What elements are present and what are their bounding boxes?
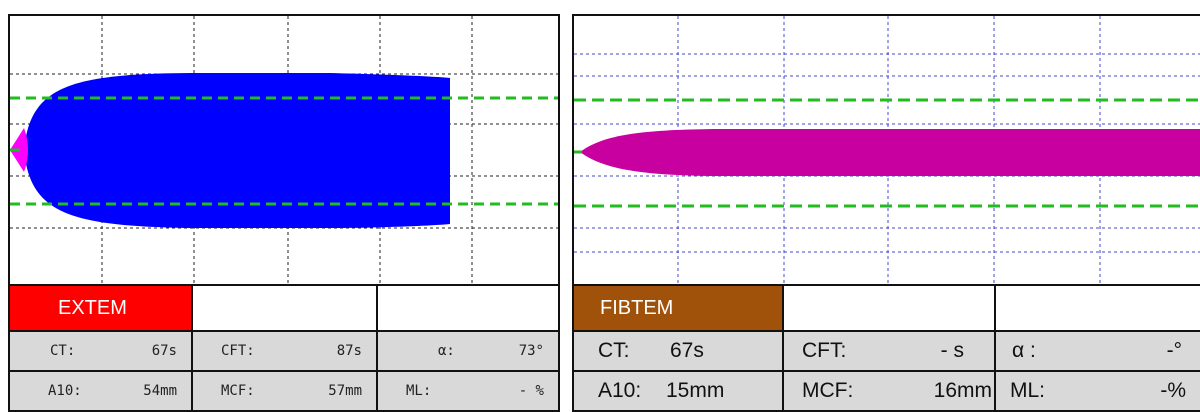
extem-blank-cell-1 — [193, 284, 378, 330]
extem-test-name: EXTEM — [10, 286, 191, 330]
fibtem-clot-trace — [580, 129, 1200, 176]
extem-cft-value: 87s — [336, 343, 362, 359]
extem-panel: EXTEM CT: 67s CFT: 87s α: 73° A10: 54mm — [8, 14, 560, 412]
extem-a10-value: 54mm — [143, 383, 177, 399]
fibtem-a10-value: 15mm — [666, 379, 725, 402]
fibtem-trace-graph — [574, 16, 1200, 286]
extem-ml-cell: ML: - % — [378, 370, 558, 410]
fibtem-blank-cell-1 — [784, 284, 996, 330]
fibtem-alpha-cell: α : -° — [996, 330, 1200, 370]
extem-title-cell: EXTEM — [10, 284, 193, 330]
fibtem-ml-value: -% — [1160, 379, 1186, 402]
extem-a10-cell: A10: 54mm — [10, 370, 193, 410]
extem-alpha-value: 73° — [518, 343, 544, 359]
fibtem-alpha-label: α : — [1012, 339, 1036, 362]
extem-threshold-lines — [10, 96, 558, 206]
fibtem-ct-cell: CT: 67s — [574, 330, 784, 370]
fibtem-threshold-lines — [574, 98, 1200, 208]
extem-mcf-value: 57mm — [328, 383, 362, 399]
fibtem-mcf-value: 16mm — [933, 379, 992, 402]
fibtem-a10-label: A10: — [598, 379, 642, 402]
extem-mcf-label: MCF: — [221, 383, 255, 399]
extem-ml-label: ML: — [406, 383, 432, 399]
fibtem-cft-cell: CFT: - s — [784, 330, 996, 370]
extem-trace-graph — [10, 16, 558, 284]
fibtem-test-name: FIBTEM — [574, 286, 782, 330]
extem-cft-cell: CFT: 87s — [193, 330, 378, 370]
fibtem-a10-cell: A10: 15mm — [574, 370, 784, 410]
fibtem-alpha-value: -° — [1166, 339, 1182, 362]
extem-cft-label: CFT: — [221, 343, 255, 359]
fibtem-ml-label: ML: — [1010, 379, 1046, 402]
extem-a10-label: A10: — [48, 383, 82, 399]
extem-ct-label: CT: — [50, 343, 76, 359]
fibtem-mcf-label: MCF: — [802, 379, 854, 402]
fibtem-cft-label: CFT: — [802, 339, 847, 362]
extem-alpha-cell: α: 73° — [378, 330, 558, 370]
extem-ml-value: - % — [518, 383, 544, 399]
extem-alpha-label: α: — [438, 343, 455, 359]
extem-ct-cell: CT: 67s — [10, 330, 193, 370]
extem-info-table: EXTEM CT: 67s CFT: 87s α: 73° A10: 54mm — [10, 284, 558, 410]
fibtem-ml-cell: ML: -% — [996, 370, 1200, 410]
fibtem-cft-value: - s — [940, 339, 964, 362]
fibtem-info-table: FIBTEM CT: 67s CFT: - s α : -° A10: 15mm — [574, 284, 1200, 410]
extem-mcf-cell: MCF: 57mm — [193, 370, 378, 410]
fibtem-ct-label: CT: — [598, 339, 630, 362]
fibtem-panel: FIBTEM CT: 67s CFT: - s α : -° A10: 15mm — [572, 14, 1200, 412]
extem-clot-trace — [24, 73, 450, 228]
extem-ct-value: 67s — [151, 343, 177, 359]
fibtem-ct-value: 67s — [670, 339, 704, 362]
fibtem-blank-cell-2 — [996, 284, 1200, 330]
extem-blank-cell-2 — [378, 284, 558, 330]
fibtem-title-cell: FIBTEM — [574, 284, 784, 330]
fibtem-mcf-cell: MCF: 16mm — [784, 370, 996, 410]
